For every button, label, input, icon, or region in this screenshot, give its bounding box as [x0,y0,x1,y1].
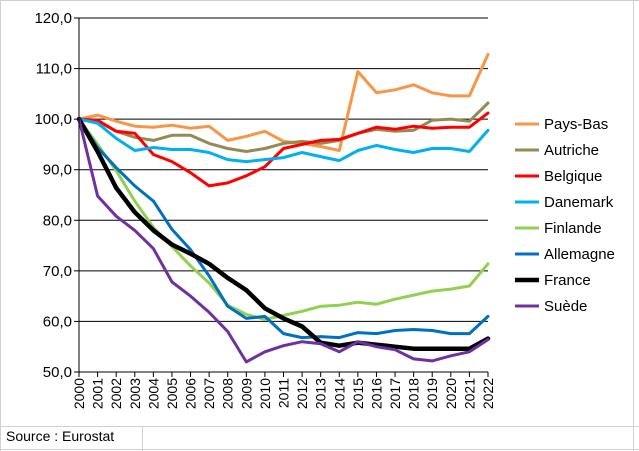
sheet-gridline [0,0,1,451]
x-tick-label: 2014 [331,378,347,409]
y-tick-label: 120,0 [34,10,72,27]
legend-label-danemark: Danemark [544,194,614,211]
x-tick-label: 2004 [145,378,161,409]
series-line-allemagne [77,117,490,340]
sheet-gridline [142,427,143,451]
y-tick-label: 90,0 [43,162,72,179]
x-tick-label: 2000 [71,378,87,409]
y-tick-label: 60,0 [43,313,72,330]
x-tick-label: 2006 [183,378,199,409]
series-line-pays-bas [77,52,490,152]
source-note: Source : Eurostat [6,428,115,444]
y-tick-label: 50,0 [43,364,72,381]
y-tick-label: 100,0 [34,111,72,128]
series-lines [76,52,491,364]
legend-label-finlande: Finlande [544,220,602,237]
gridlines [79,17,488,322]
x-tick-label: 2017 [387,378,403,409]
y-tick-label: 80,0 [43,212,72,229]
sheet-gridline [633,0,634,451]
x-tick-label: 2005 [164,378,180,409]
legend-label-pays-bas: Pays-Bas [544,116,608,133]
legend: Pays-Bas Autriche Belgique Danemark Finlande… [515,116,615,315]
series-line-finlande [77,117,490,321]
x-tick-label: 2007 [201,378,217,409]
legend-label-suède: Suède [544,298,587,315]
x-tick-label: 2022 [480,378,496,409]
x-tick-label: 2012 [294,378,310,409]
x-tick-label: 2001 [90,378,106,409]
sheet-gridline [0,0,639,1]
legend-label-belgique: Belgique [544,168,602,185]
x-tick-label: 2021 [461,378,477,409]
x-tick-label: 2009 [238,378,254,409]
x-tick-label: 2011 [276,378,292,408]
legend-label-france: France [544,272,591,289]
sheet-gridline [0,449,639,450]
legend-label-allemagne: Allemagne [544,246,615,263]
series-line-suède [77,117,490,364]
x-tick-label: 2015 [350,378,366,409]
series-line-danemark [77,117,490,164]
x-tick-label: 2020 [443,378,459,409]
x-tick-label: 2003 [127,378,143,409]
legend-label-autriche: Autriche [544,142,599,159]
x-tick-label: 2019 [424,378,440,409]
x-tick-label: 2008 [220,378,236,409]
x-tick-label: 2002 [108,378,124,409]
y-tick-label: 70,0 [43,263,72,280]
x-tick-label: 2018 [406,378,422,409]
x-tick-label: 2016 [368,378,384,409]
y-tick-label: 110,0 [36,61,72,78]
sheet-gridline [0,426,639,427]
x-tick-label: 2013 [313,378,329,409]
series-line-france [76,116,491,351]
x-tick-label: 2010 [257,378,273,409]
